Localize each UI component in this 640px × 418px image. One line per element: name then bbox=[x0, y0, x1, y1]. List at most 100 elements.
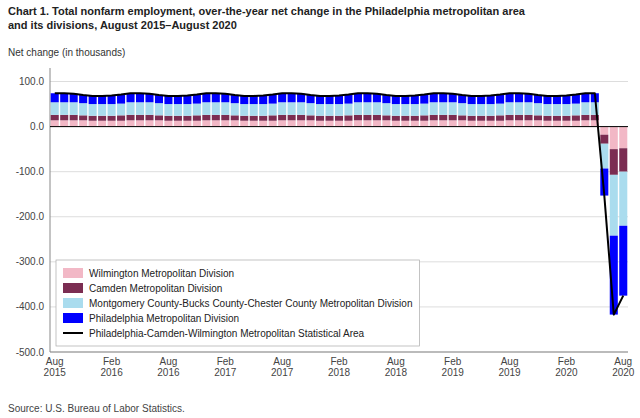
bar bbox=[506, 120, 514, 126]
bar bbox=[269, 104, 277, 116]
bar bbox=[610, 127, 618, 150]
bar bbox=[127, 102, 135, 115]
bar bbox=[363, 93, 371, 102]
bar bbox=[487, 95, 495, 104]
x-tick-label-line: Feb bbox=[444, 356, 462, 367]
bar bbox=[496, 121, 504, 127]
bar bbox=[193, 104, 201, 116]
grid-line bbox=[50, 352, 628, 353]
bar bbox=[420, 121, 428, 127]
bar bbox=[562, 95, 570, 104]
bar bbox=[70, 102, 78, 115]
bar bbox=[127, 120, 135, 126]
bar bbox=[534, 120, 542, 126]
x-tick-label: Aug2015 bbox=[44, 356, 67, 378]
bar bbox=[619, 148, 627, 171]
bar bbox=[278, 120, 286, 126]
grid-line bbox=[50, 171, 628, 172]
bar bbox=[174, 121, 182, 127]
legend-label: Camden Metropolitan Division bbox=[89, 283, 222, 294]
bar bbox=[543, 116, 551, 121]
bar bbox=[155, 103, 163, 115]
bar bbox=[439, 120, 447, 126]
bar bbox=[98, 121, 106, 127]
bar bbox=[506, 102, 514, 115]
grid bbox=[50, 82, 628, 352]
legend-label: Philadelphia Metropolitan Division bbox=[89, 313, 239, 324]
bar bbox=[145, 115, 153, 120]
x-tick-label-line: 2019 bbox=[442, 367, 465, 378]
legend-swatch bbox=[63, 332, 83, 334]
bar bbox=[401, 104, 409, 116]
bar bbox=[155, 115, 163, 120]
bar bbox=[60, 93, 68, 102]
bar bbox=[439, 102, 447, 115]
x-tick-label-line: 2016 bbox=[100, 367, 123, 378]
bar bbox=[288, 93, 296, 102]
bar bbox=[51, 120, 59, 126]
bar bbox=[79, 120, 87, 126]
legend-swatch bbox=[63, 268, 83, 278]
bar bbox=[506, 115, 514, 120]
x-tick-label-line: Feb bbox=[558, 356, 576, 367]
bar bbox=[496, 95, 504, 104]
x-tick-label-line: 2018 bbox=[328, 367, 351, 378]
bar bbox=[487, 116, 495, 121]
bar bbox=[363, 120, 371, 126]
bar bbox=[250, 116, 258, 121]
bar bbox=[164, 116, 172, 121]
bar bbox=[553, 116, 561, 121]
x-tick-label-line: 2019 bbox=[498, 367, 521, 378]
y-tick-label: -100.0 bbox=[16, 166, 45, 177]
grid-line bbox=[50, 126, 628, 127]
bar bbox=[297, 102, 305, 115]
bar bbox=[411, 121, 419, 127]
bar bbox=[98, 116, 106, 121]
bar bbox=[344, 104, 352, 116]
x-tick-label-line: Feb bbox=[103, 356, 121, 367]
bar bbox=[401, 121, 409, 127]
bar bbox=[297, 120, 305, 126]
bar bbox=[449, 115, 457, 120]
bar bbox=[449, 102, 457, 115]
bar bbox=[477, 121, 485, 127]
y-axis-label: Net change (in thousands) bbox=[8, 47, 125, 58]
bar bbox=[51, 93, 59, 102]
grid-line bbox=[50, 81, 628, 82]
bar bbox=[496, 104, 504, 116]
x-tick-label-line: 2017 bbox=[214, 367, 237, 378]
bar bbox=[496, 115, 504, 120]
bar bbox=[240, 96, 248, 104]
bar bbox=[477, 104, 485, 116]
bar bbox=[288, 102, 296, 115]
bar bbox=[98, 96, 106, 104]
bar bbox=[316, 116, 324, 121]
bar bbox=[231, 120, 239, 126]
bar bbox=[297, 115, 305, 120]
bar bbox=[145, 120, 153, 126]
source: Source: U.S. Bureau of Labor Statistics. bbox=[8, 403, 185, 414]
bar bbox=[373, 102, 381, 115]
bar bbox=[430, 120, 438, 126]
bar bbox=[174, 104, 182, 116]
bar bbox=[164, 104, 172, 116]
bar bbox=[354, 102, 362, 115]
bar bbox=[600, 135, 608, 144]
bar bbox=[136, 93, 144, 102]
grid-line bbox=[50, 216, 628, 217]
bar bbox=[70, 115, 78, 120]
bar bbox=[212, 115, 220, 120]
bar bbox=[89, 121, 97, 127]
bar bbox=[183, 104, 191, 116]
bar bbox=[259, 121, 267, 127]
bar bbox=[458, 115, 466, 120]
bar bbox=[335, 121, 343, 127]
bar bbox=[562, 121, 570, 127]
bar bbox=[316, 121, 324, 127]
bar bbox=[581, 115, 589, 120]
legend-swatch bbox=[63, 313, 83, 323]
bar bbox=[193, 115, 201, 120]
bar bbox=[335, 116, 343, 121]
x-tick-label-line: 2020 bbox=[555, 367, 578, 378]
bar bbox=[202, 120, 210, 126]
